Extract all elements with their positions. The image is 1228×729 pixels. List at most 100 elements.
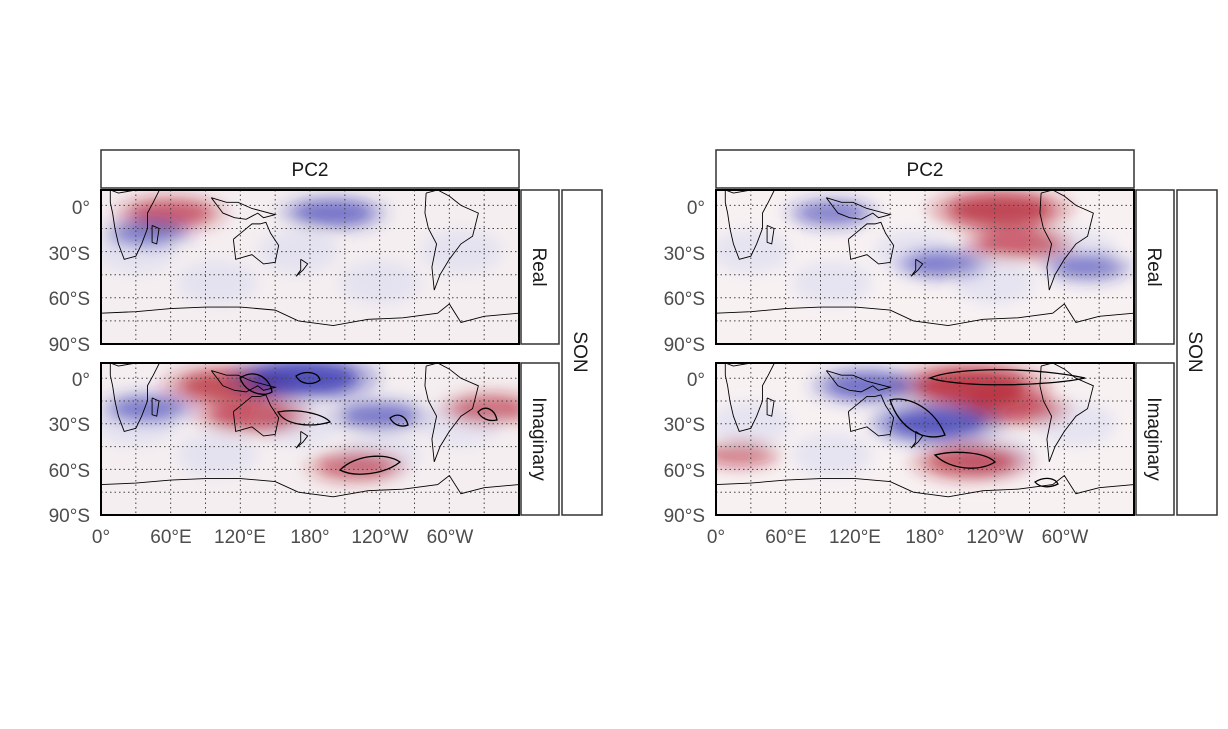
significance-contour bbox=[338, 455, 402, 475]
anomaly-background-band bbox=[792, 260, 873, 305]
significance-contour bbox=[239, 373, 273, 395]
y-tick-label: 60°S bbox=[664, 461, 705, 482]
y-tick-label: 60°S bbox=[49, 289, 90, 310]
anomaly-background-band bbox=[177, 432, 258, 477]
row-strip-real-label: Real bbox=[1143, 247, 1164, 286]
right-figure: PC2 Real Imaginary SON bbox=[664, 149, 1218, 548]
coastline-madagascar bbox=[766, 225, 775, 245]
significance-contour bbox=[477, 407, 498, 422]
coastline-madagascar bbox=[151, 397, 160, 417]
coastline-antarctica bbox=[716, 303, 1134, 326]
map-panel-imaginary bbox=[100, 362, 520, 516]
x-tick-label: 60°E bbox=[765, 527, 806, 548]
anomaly-blob bbox=[798, 202, 866, 225]
x-tick-label: 180° bbox=[905, 527, 944, 548]
significance-contour bbox=[889, 398, 946, 438]
panel-frame bbox=[715, 189, 1135, 345]
y-axis-ticks-real: 0° 30°S 60°S 90°S bbox=[49, 198, 90, 356]
y-tick-label: 30°S bbox=[664, 244, 705, 265]
coastline-madagascar bbox=[151, 225, 160, 245]
anomaly-blob bbox=[342, 404, 417, 429]
column-strip bbox=[100, 149, 520, 189]
coastline-south-america bbox=[424, 190, 479, 291]
coastline-south-america bbox=[1039, 190, 1094, 291]
anomaly-blob bbox=[249, 363, 359, 395]
anomaly-blob bbox=[112, 397, 183, 421]
x-tick-label: 60°E bbox=[150, 527, 191, 548]
significance-contour bbox=[277, 410, 332, 426]
coastline-australia bbox=[232, 221, 280, 265]
row-strip-real bbox=[520, 189, 560, 345]
column-strip-label: PC2 bbox=[292, 160, 329, 181]
anomaly-background-band bbox=[420, 229, 501, 274]
y-tick-label: 0° bbox=[687, 198, 705, 219]
significance-contour bbox=[1034, 477, 1059, 488]
significance-contour bbox=[295, 371, 321, 385]
map-panel-imaginary bbox=[715, 362, 1135, 516]
anomaly-blob bbox=[716, 443, 771, 465]
significance-contour bbox=[933, 451, 997, 469]
y-tick-label: 30°S bbox=[49, 415, 90, 436]
y-tick-label: 0° bbox=[72, 370, 90, 391]
x-tick-label: 60°W bbox=[1042, 527, 1089, 548]
coastline-antarctica bbox=[101, 303, 519, 326]
x-axis-ticks: 0° 60°E 120°E 180° 120°W 60°W bbox=[92, 527, 473, 548]
row-strip-imaginary bbox=[1135, 362, 1175, 516]
map-panel-real bbox=[100, 189, 520, 345]
row-strip-real-label: Real bbox=[528, 247, 549, 286]
coastline-new-zealand bbox=[910, 258, 924, 277]
anomaly-blob bbox=[948, 194, 1053, 227]
coastline-australia bbox=[847, 221, 895, 265]
coastline-indonesia bbox=[825, 370, 892, 393]
y-axis-ticks-imaginary: 0° 30°S 60°S 90°S bbox=[664, 370, 705, 527]
significance-contour bbox=[928, 369, 1086, 386]
y-axis-ticks-real: 0° 30°S 60°S 90°S bbox=[664, 198, 705, 356]
coastline-australia bbox=[232, 394, 280, 437]
coastline-australia bbox=[847, 394, 895, 437]
y-tick-label: 90°S bbox=[49, 335, 90, 356]
y-tick-label: 90°S bbox=[49, 506, 90, 527]
coastline-indonesia bbox=[825, 197, 892, 220]
anomaly-blob bbox=[825, 372, 908, 399]
coastline-indonesia bbox=[210, 370, 277, 393]
y-tick-label: 90°S bbox=[664, 506, 705, 527]
panel-frame bbox=[100, 189, 520, 345]
row-strip-imaginary-label: Imaginary bbox=[528, 397, 549, 481]
coastline-indonesia bbox=[210, 197, 277, 220]
anomaly-blob bbox=[976, 230, 1059, 257]
anomaly-background-band bbox=[792, 432, 873, 477]
x-tick-label: 180° bbox=[290, 527, 329, 548]
anomaly-background-band bbox=[177, 260, 258, 305]
y-tick-label: 90°S bbox=[664, 335, 705, 356]
row-strip-imaginary-label: Imaginary bbox=[1143, 397, 1164, 481]
anomaly-blob bbox=[926, 447, 1017, 476]
coastline-africa bbox=[109, 190, 160, 260]
coastline-africa bbox=[724, 190, 775, 260]
coastline-south-america bbox=[1039, 363, 1094, 462]
anomaly-blob bbox=[114, 222, 181, 245]
y-tick-label: 30°S bbox=[664, 415, 705, 436]
x-tick-label: 0° bbox=[707, 527, 725, 548]
coastline-new-zealand bbox=[295, 258, 309, 277]
season-strip-label: SON bbox=[1184, 331, 1205, 372]
x-tick-label: 120°E bbox=[829, 527, 881, 548]
anomaly-background-band bbox=[339, 260, 420, 305]
anomaly-background-band bbox=[258, 229, 339, 274]
y-tick-label: 60°S bbox=[664, 289, 705, 310]
panel-frame bbox=[100, 362, 520, 516]
anomaly-blob bbox=[1054, 256, 1121, 278]
row-strip-real bbox=[1135, 189, 1175, 345]
y-tick-label: 30°S bbox=[49, 244, 90, 265]
x-tick-label: 120°W bbox=[966, 527, 1023, 548]
coastline-new-zealand bbox=[295, 431, 309, 449]
coastline-antarctica bbox=[716, 474, 1134, 498]
coastline-africa bbox=[724, 363, 775, 432]
season-strip bbox=[1176, 189, 1218, 516]
anomaly-blob bbox=[294, 200, 373, 226]
y-tick-label: 60°S bbox=[49, 461, 90, 482]
left-figure: PC2 Real Imaginary SON bbox=[49, 149, 603, 548]
column-strip bbox=[715, 149, 1135, 189]
significance-contour bbox=[389, 414, 409, 427]
x-axis-ticks: 0° 60°E 120°E 180° 120°W 60°W bbox=[707, 527, 1088, 548]
